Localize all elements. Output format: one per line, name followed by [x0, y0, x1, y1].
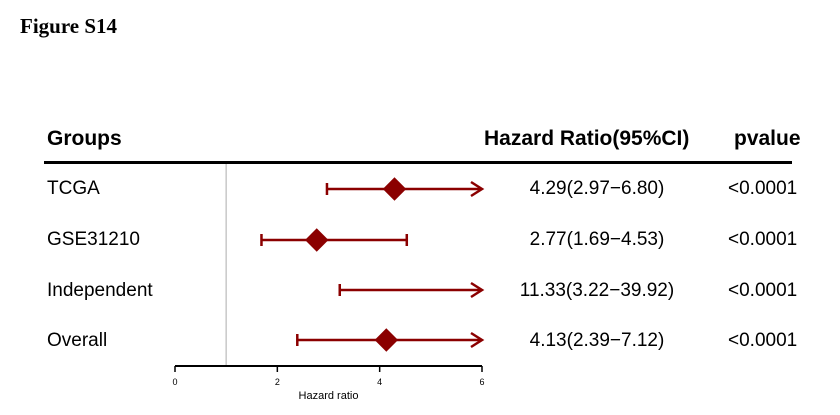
x-tick-label: 0: [172, 377, 177, 387]
figure-label: Figure S14: [20, 14, 118, 38]
x-tick-label: 6: [479, 377, 484, 387]
x-tick-label: 2: [275, 377, 280, 387]
ci-arrow: [470, 180, 485, 198]
x-axis-label: Hazard ratio: [299, 390, 359, 402]
header-pvalue: pvalue: [734, 127, 801, 150]
hr-point: [374, 328, 399, 352]
hr-point: [305, 228, 329, 252]
x-tick-label: 4: [377, 377, 382, 387]
header-rule: [44, 161, 792, 164]
header-hazard-ratio: Hazard Ratio(95%CI): [484, 127, 690, 150]
row-group-label: GSE31210: [47, 229, 140, 250]
row-hr-text: 2.77(1.69−4.53): [529, 229, 665, 250]
row-hr-text: 11.33(3.22−39.92): [519, 280, 675, 301]
row-group-label: Independent: [47, 280, 153, 301]
row-pvalue: <0.0001: [728, 280, 798, 301]
row-hr-text: 4.29(2.97−6.80): [529, 178, 665, 199]
row-hr-text: 4.13(2.39−7.12): [529, 330, 665, 351]
row-group-label: TCGA: [47, 178, 100, 199]
hr-point: [382, 177, 407, 201]
row-pvalue: <0.0001: [728, 330, 798, 351]
ci-arrow: [470, 281, 485, 299]
header-groups: Groups: [47, 127, 122, 150]
row-pvalue: <0.0001: [728, 229, 798, 250]
row-pvalue: <0.0001: [728, 178, 798, 199]
row-group-label: Overall: [47, 330, 108, 351]
ci-arrow: [470, 331, 485, 349]
